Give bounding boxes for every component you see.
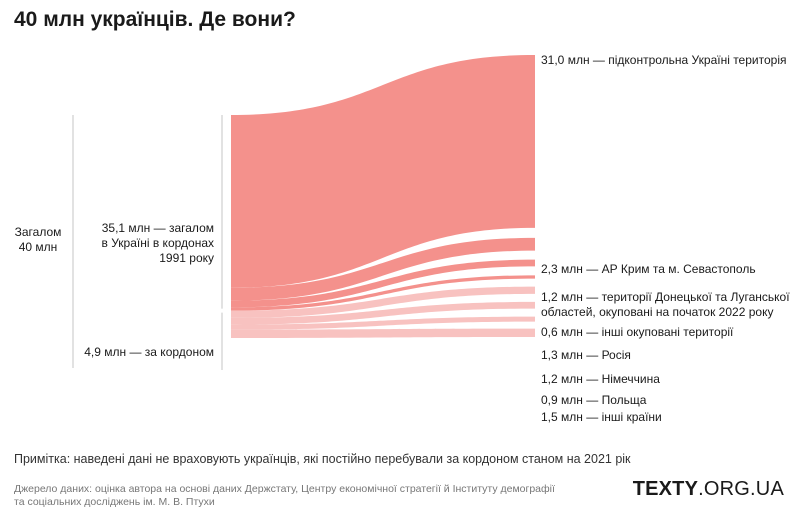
flow-label-line: 0,6 млн — інші окуповані території <box>541 325 734 339</box>
group-label-inside-line: 35,1 млн — загалом <box>102 221 214 235</box>
chart-title: 40 млн українців. Де вони? <box>14 8 296 31</box>
flow-label: 31,0 млн — підконтрольна Україні територ… <box>541 53 786 67</box>
group-label-abroad-line: 4,9 млн — за кордоном <box>84 345 214 359</box>
flow-label-line: 1,2 млн — території Донецької та Лугансь… <box>541 290 790 304</box>
flow-label: 1,3 млн — Росія <box>541 348 631 362</box>
flow-label: 2,3 млн — АР Крим та м. Севастополь <box>541 262 756 276</box>
group-label-abroad: 4,9 млн — за кордоном <box>84 345 214 359</box>
sankey-flow <box>231 301 535 325</box>
sankey-flow <box>231 237 535 301</box>
sankey-flow <box>231 328 535 338</box>
group-label-inside-line: 1991 року <box>159 251 214 265</box>
flow-label-line: 1,5 млн — інші країни <box>541 410 662 424</box>
brand-logo-bold: TEXTY <box>632 478 699 500</box>
flow-label: 0,6 млн — інші окуповані території <box>541 325 734 339</box>
sankey-flow <box>231 286 535 318</box>
sankey-flow <box>231 316 535 330</box>
sankey-chart: Загалом 40 млн 35,1 млн — загалом в Україні… <box>15 53 791 424</box>
flow-label-line: 1,3 млн — Росія <box>541 348 631 362</box>
sankey-flow <box>231 55 535 288</box>
flow-label-line: областей, окуповані на початок 2022 року <box>541 305 773 319</box>
flow-label: 1,2 млн — території Донецької та Лугансь… <box>541 290 790 319</box>
group-label-inside-line: в Україні в кордонах <box>102 236 215 250</box>
flow-label-line: 31,0 млн — підконтрольна Україні територ… <box>541 53 786 67</box>
flow-label: 1,2 млн — Німеччина <box>541 372 660 386</box>
root-label-line: 40 млн <box>19 240 58 254</box>
chart-note: Примітка: наведені дані не враховують ук… <box>14 452 631 466</box>
group-label-inside: 35,1 млн — загалом в Україні в кордонах 19… <box>102 221 215 265</box>
flow-label-line: 2,3 млн — АР Крим та м. Севастополь <box>541 262 756 276</box>
brand-logo[interactable]: TEXTY.ORG.UA <box>633 478 784 501</box>
brand-logo-rest: .ORG.UA <box>698 478 784 500</box>
source-line: та соціальних досліджень ім. М. В. Птухи <box>14 496 215 508</box>
sankey-flow <box>231 275 535 311</box>
flow-label-line: 0,9 млн — Польща <box>541 393 647 407</box>
source-line: Джерело даних: оцінка автора на основі д… <box>14 483 555 495</box>
flow-label-line: 1,2 млн — Німеччина <box>541 372 660 386</box>
root-label-line: Загалом <box>15 225 62 239</box>
sankey-flow <box>231 259 535 308</box>
root-label: Загалом 40 млн <box>15 225 62 254</box>
flow-label: 1,5 млн — інші країни <box>541 410 662 424</box>
flow-label: 0,9 млн — Польща <box>541 393 647 407</box>
source-text: Джерело даних: оцінка автора на основі д… <box>14 483 574 509</box>
